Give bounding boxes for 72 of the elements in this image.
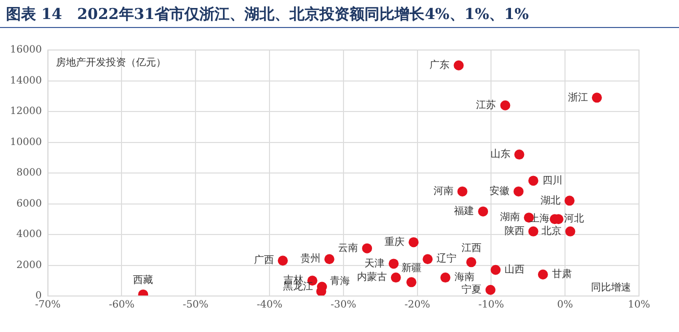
- annotation: 广东: [430, 58, 450, 71]
- annotation: 云南: [338, 242, 358, 254]
- point: [490, 264, 501, 275]
- point: [388, 258, 399, 269]
- annotation: 山东: [490, 148, 510, 160]
- annotation: 西藏: [133, 274, 154, 286]
- x-tick-label: 0%: [557, 300, 574, 311]
- annotation: 甘肃: [552, 268, 572, 280]
- x-tick-label: -50%: [182, 300, 208, 311]
- point: [362, 243, 372, 254]
- annotation: 福建: [454, 205, 474, 218]
- annotation: 陕西: [504, 225, 524, 238]
- point: [485, 284, 496, 295]
- y-tick-label: 10000: [10, 136, 42, 148]
- annotation: 天津: [364, 257, 385, 270]
- annotation: 贵州: [300, 252, 320, 265]
- x-tick-label: -40%: [256, 300, 282, 311]
- point: [500, 100, 510, 110]
- annotation: 江西: [461, 242, 482, 254]
- annotation: 海南: [454, 271, 474, 284]
- annotation: 北京: [541, 225, 562, 238]
- annotation: 湖南: [500, 211, 520, 224]
- y-tick-label: 8000: [16, 168, 42, 179]
- x-tick-label: -70%: [35, 300, 61, 311]
- point: [454, 60, 464, 70]
- x-tick-label: -10%: [478, 300, 504, 311]
- point: [324, 254, 334, 264]
- annotation: 安徽: [490, 185, 510, 198]
- annotation: 新疆: [401, 262, 422, 274]
- x-tick-label: 10%: [628, 300, 650, 311]
- annotation: 湖北: [540, 194, 561, 206]
- point: [406, 277, 416, 288]
- annotation: 广西: [254, 254, 274, 266]
- annotation: 重庆: [384, 236, 405, 248]
- point: [538, 269, 548, 280]
- point: [564, 196, 575, 206]
- y-tick-label: 14000: [10, 75, 42, 86]
- chart-title: 图表 14 2022年31省市仅浙江、湖北、北京投资额同比增长4%、1%、1%: [0, 0, 679, 28]
- point: [514, 186, 524, 196]
- annotation: 江苏: [476, 98, 496, 111]
- point: [592, 92, 602, 103]
- y-tick-label: 12000: [10, 106, 42, 118]
- point: [440, 272, 450, 283]
- point: [528, 176, 538, 186]
- annotation: 河南: [433, 185, 454, 198]
- y-tick-label: 2000: [16, 260, 42, 271]
- x-tick-label: -20%: [404, 300, 430, 311]
- point: [408, 237, 419, 248]
- point: [478, 206, 488, 216]
- point: [514, 150, 524, 160]
- annotation: 山西: [504, 263, 525, 276]
- annotation: 河北: [564, 212, 584, 225]
- point: [466, 257, 476, 268]
- annotation: 四川: [542, 174, 562, 186]
- point: [528, 226, 538, 236]
- y-axis-title: 房地产开发投资（亿元）: [56, 56, 166, 69]
- y-tick-label: 6000: [16, 198, 42, 210]
- y-tick-label: 16000: [10, 44, 42, 56]
- annotation: 青海: [330, 274, 350, 287]
- annotation: 宁夏: [461, 283, 482, 296]
- point: [390, 272, 401, 283]
- x-tick-label: -60%: [108, 300, 135, 311]
- point: [422, 254, 433, 264]
- point: [457, 186, 468, 196]
- annotation: 内蒙古: [356, 271, 387, 284]
- annotation: 浙江: [568, 91, 588, 104]
- x-tick-label: -30%: [330, 300, 356, 311]
- y-tick-label: 4000: [16, 229, 42, 240]
- point: [565, 226, 576, 236]
- x-axis-title: 同比增速: [591, 282, 631, 294]
- annotation: 辽宁: [436, 252, 457, 265]
- point: [278, 256, 288, 266]
